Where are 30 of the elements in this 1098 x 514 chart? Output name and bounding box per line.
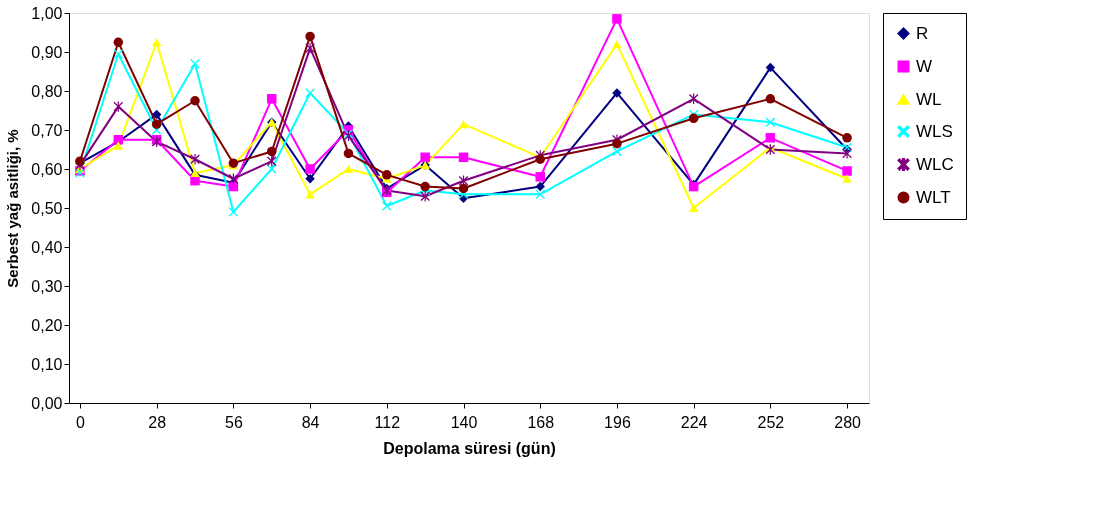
legend-label: WLC [916, 154, 954, 174]
x-tick-label: 280 [834, 413, 862, 431]
y-tick-label: 0,00 [31, 394, 63, 412]
legend-label: R [916, 23, 929, 43]
y-tick-label: 0,10 [31, 355, 63, 373]
x-tick-label: 252 [757, 413, 785, 431]
y-tick-label: 0,20 [31, 316, 63, 334]
y-tick-label: 0,60 [31, 160, 63, 178]
legend-label: WL [916, 89, 942, 109]
x-tick-label: 140 [450, 413, 478, 431]
x-tick-label: 84 [301, 413, 320, 431]
legend-label: WLS [916, 121, 953, 141]
x-tick-label: 196 [604, 413, 631, 431]
y-tick-label: 1,00 [31, 4, 63, 22]
y-tick-label: 0,40 [31, 238, 63, 256]
x-tick-label: 28 [148, 413, 167, 431]
legend-label: W [916, 56, 933, 76]
x-tick-label: 224 [680, 413, 708, 431]
y-tick-label: 0,90 [31, 43, 63, 61]
x-tick-label: 168 [527, 413, 555, 431]
legend-label: WLT [916, 187, 951, 207]
x-tick-label: 112 [374, 413, 401, 431]
x-tick-label: 0 [76, 413, 86, 431]
y-axis-title: Serbest yağ asitliği, % [4, 129, 22, 288]
y-tick-label: 0,80 [31, 82, 63, 100]
y-tick-label: 0,30 [31, 277, 63, 295]
x-tick-label: 56 [224, 413, 243, 431]
y-tick-label: 0,70 [31, 121, 63, 139]
x-axis-title: Depolama süresi (gün) [383, 439, 556, 457]
y-tick-label: 0,50 [31, 199, 63, 217]
